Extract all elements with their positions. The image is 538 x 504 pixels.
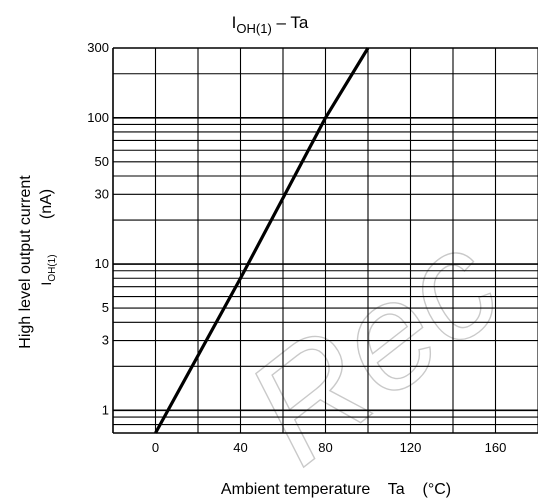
- y-tick-label: 50: [95, 154, 109, 169]
- watermark: Rec: [216, 199, 530, 496]
- chart-title: IOH(1) – Ta: [232, 13, 309, 36]
- series-line: [154, 47, 370, 434]
- y-tick-label: 5: [102, 300, 109, 315]
- y-tick-label: 10: [95, 256, 109, 271]
- x-axis-label: Ambient temperature Ta (°C): [221, 481, 451, 498]
- y-axis-symbol: IOH(1): [38, 254, 58, 285]
- x-tick-label: 120: [400, 440, 422, 455]
- y-axis-label: High level output current: [17, 175, 34, 349]
- x-tick-label: 0: [152, 440, 159, 455]
- y-tick-label: 3: [102, 333, 109, 348]
- y-tick-label: 30: [95, 186, 109, 201]
- x-tick-label: 40: [233, 440, 247, 455]
- grid: [112, 47, 538, 434]
- y-tick-label: 1: [102, 402, 109, 417]
- y-tick-label: 100: [87, 110, 109, 125]
- series-marks: [154, 47, 370, 434]
- x-tick-label: 80: [318, 440, 332, 455]
- tick-labels: 0 40 80 120 160 1 3 5 10 30 50 100 300: [87, 40, 506, 455]
- y-axis-unit: (nA): [38, 189, 55, 219]
- x-tick-label: 160: [485, 440, 507, 455]
- y-tick-label: 300: [87, 40, 109, 55]
